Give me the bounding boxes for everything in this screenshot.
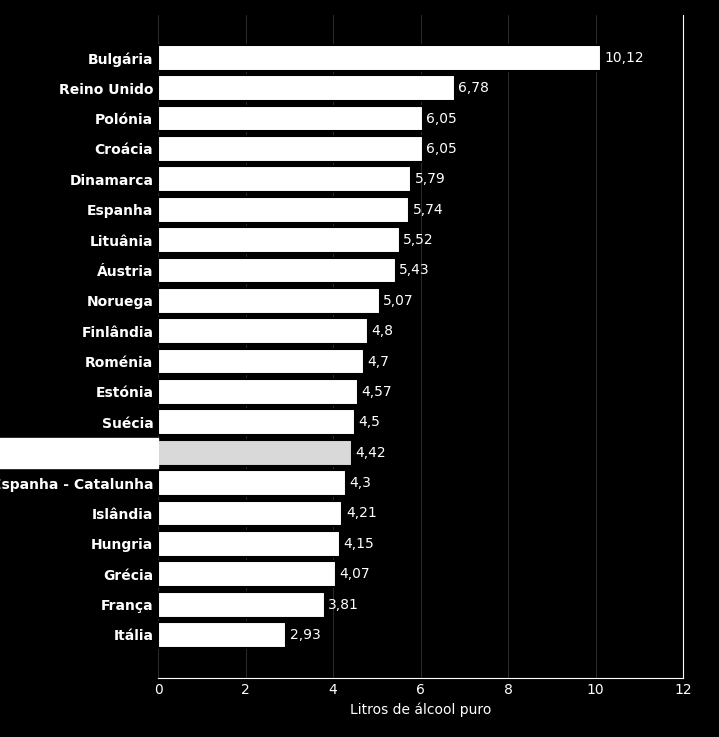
Text: 4,21: 4,21: [346, 506, 377, 520]
Bar: [158, 531, 339, 556]
Text: 6,05: 6,05: [426, 111, 457, 125]
Text: 4,8: 4,8: [372, 324, 393, 338]
Bar: [158, 622, 286, 648]
Text: 4,07: 4,07: [339, 567, 370, 581]
Bar: [158, 75, 454, 101]
Bar: [158, 379, 358, 405]
Bar: [158, 562, 336, 587]
Text: 5,79: 5,79: [415, 172, 446, 186]
Bar: [158, 410, 355, 436]
Text: 2,93: 2,93: [290, 628, 321, 642]
Bar: [158, 45, 601, 71]
Bar: [158, 105, 423, 131]
Text: 6,05: 6,05: [426, 142, 457, 156]
Text: 4,57: 4,57: [362, 385, 392, 399]
Bar: [158, 136, 423, 162]
Bar: [158, 288, 380, 314]
Text: 6,78: 6,78: [458, 81, 489, 95]
Bar: [158, 227, 400, 253]
Text: 5,52: 5,52: [403, 233, 434, 247]
Text: 5,74: 5,74: [413, 203, 444, 217]
Bar: [158, 318, 368, 344]
Text: 4,7: 4,7: [367, 354, 389, 368]
Text: 4,42: 4,42: [355, 446, 385, 460]
Bar: [158, 167, 411, 192]
Bar: [158, 500, 342, 526]
Bar: [158, 592, 325, 618]
Text: 4,5: 4,5: [359, 416, 380, 430]
Text: 3,81: 3,81: [329, 598, 360, 612]
Text: 5,07: 5,07: [383, 294, 414, 308]
Bar: [158, 197, 409, 223]
Bar: [158, 440, 352, 466]
Bar: [158, 349, 364, 374]
Text: 10,12: 10,12: [604, 51, 644, 65]
Bar: [158, 470, 347, 496]
Text: 5,43: 5,43: [399, 263, 430, 277]
Text: 4,3: 4,3: [349, 476, 372, 490]
Bar: [0, 438, 158, 468]
Bar: [158, 257, 395, 283]
Text: 4,15: 4,15: [343, 537, 374, 551]
X-axis label: Litros de álcool puro: Litros de álcool puro: [350, 702, 491, 717]
